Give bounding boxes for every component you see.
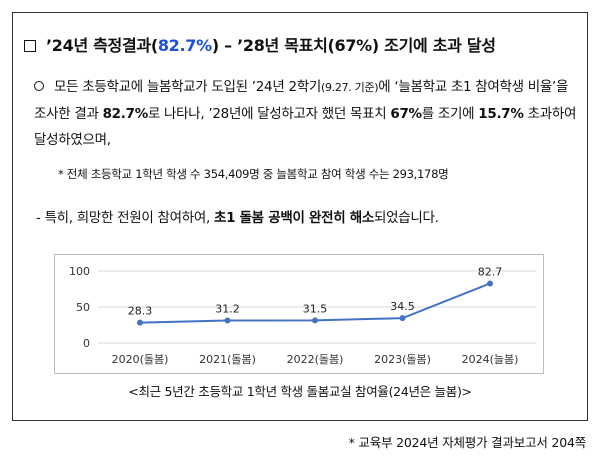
dash-bold: 초1 돌봄 공백이 완전히 해소 bbox=[213, 210, 374, 226]
footnote-students: * 전체 초등학교 1학년 학생 수 354,409명 중 늘봄학교 참여 학생… bbox=[58, 167, 449, 181]
source-note: * 교육부 2024년 자체평가 결과보고서 204쪽 bbox=[348, 435, 587, 450]
y-tick-label: 50 bbox=[76, 301, 90, 314]
data-label: 31.5 bbox=[303, 302, 328, 315]
y-tick-label: 100 bbox=[69, 265, 90, 278]
paragraph-text-3: 로 나타나, ’28년에 달성하고자 했던 목표치 bbox=[147, 106, 391, 122]
headline-prefix: ’24년 측정결과( bbox=[46, 36, 158, 55]
circle-bullet-icon bbox=[34, 81, 44, 91]
headline-suffix: ) – ’28년 목표치(67%) 조기에 초과 달성 bbox=[211, 36, 496, 55]
data-label: 28.3 bbox=[128, 305, 153, 318]
content-frame bbox=[12, 12, 588, 421]
data-point bbox=[312, 317, 318, 324]
paragraph-text-5: 초과하여 달성하였으며, bbox=[34, 106, 577, 148]
dash-prefix: - 특히, 희망한 전원이 참여하여, bbox=[36, 210, 214, 226]
data-point bbox=[224, 317, 231, 324]
data-point bbox=[487, 280, 493, 287]
paragraph-date-note: (9.27. 기준) bbox=[320, 81, 379, 94]
x-tick-label: 2024(늘봄) bbox=[462, 353, 519, 366]
paragraph-result-value: 82.7% bbox=[102, 106, 149, 122]
paragraph-target-value: 67% bbox=[390, 106, 422, 122]
data-point bbox=[399, 315, 406, 322]
chart-caption: <최근 5년간 초등학교 1학년 학생 돌봄교실 참여율(24년은 늘봄)> bbox=[128, 384, 472, 399]
chart-container bbox=[54, 254, 544, 374]
paragraph-excess-value: 15.7% bbox=[478, 106, 524, 122]
headline: ’24년 측정결과(82.7%) – ’28년 목표치(67%) 조기에 초과 … bbox=[24, 32, 496, 56]
headline-highlight: 82.7% bbox=[157, 36, 212, 55]
data-label: 82.7 bbox=[478, 265, 503, 278]
x-tick-label: 2021(돌봄) bbox=[199, 353, 256, 366]
checkbox-square-icon bbox=[24, 40, 36, 52]
x-tick-label: 2022(돌봄) bbox=[287, 353, 344, 366]
x-tick-label: 2020(돌봄) bbox=[112, 353, 169, 366]
main-paragraph: 모든 초등학교에 늘봄학교가 도입된 ’24년 2학기(9.27. 기준)에 ‘… bbox=[34, 74, 584, 153]
data-label: 31.2 bbox=[215, 303, 240, 316]
paragraph-text-4: 를 조기에 bbox=[421, 106, 479, 122]
dash-suffix: 되었습니다. bbox=[373, 210, 439, 226]
y-tick-label: 0 bbox=[83, 337, 90, 350]
paragraph-text-1: 모든 초등학교에 늘봄학교가 도입된 ’24년 2학기 bbox=[54, 79, 321, 95]
paragraph-text-2: 에 ‘늘봄학교 초1 참여학생 비율’을 조사한 결과 bbox=[34, 79, 569, 122]
dash-line: - 특히, 희망한 전원이 참여하여, 초1 돌봄 공백이 완전히 해소되었습니… bbox=[36, 206, 439, 226]
data-point bbox=[137, 319, 143, 326]
x-tick-label: 2023(돌봄) bbox=[374, 353, 431, 366]
data-label: 34.5 bbox=[390, 300, 415, 313]
